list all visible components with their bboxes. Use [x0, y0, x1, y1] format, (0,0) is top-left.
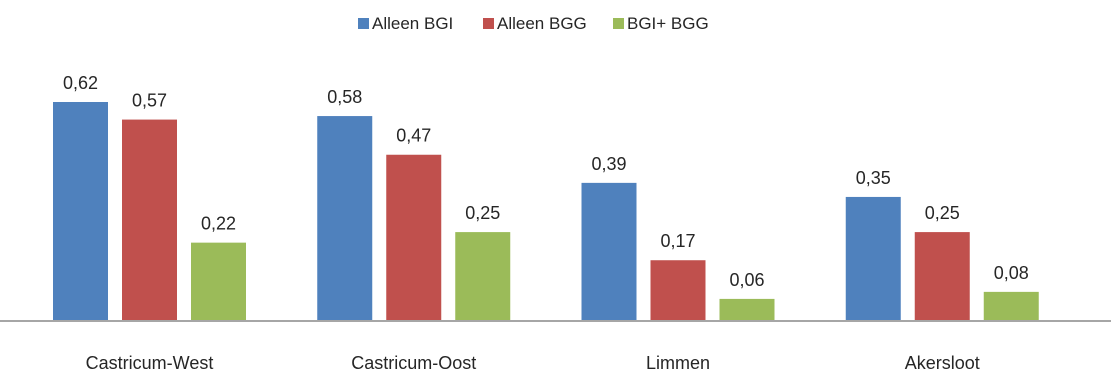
category-labels-layer: Castricum-West Castricum-Oost Limmen Akersl… [86, 353, 980, 373]
value-label-1-4: 0,35 [856, 168, 891, 188]
category-label-3: Limmen [646, 353, 710, 373]
bar-3-2 [455, 232, 511, 320]
legend-swatch-3 [613, 18, 624, 29]
bar-3-1 [191, 242, 246, 320]
bar-1-2 [317, 116, 373, 320]
bar-1-3 [581, 182, 637, 320]
value-label-2-4: 0,25 [925, 203, 960, 223]
legend: Alleen BGI Alleen BGG BGI+ BGG [358, 14, 709, 33]
bar-2-3 [650, 260, 706, 320]
value-label-2-3: 0,17 [660, 231, 695, 251]
bar-2-4 [914, 232, 970, 320]
bars-layer [53, 102, 1039, 320]
value-label-2-1: 0,57 [132, 91, 167, 111]
bar-3-4 [983, 291, 1039, 320]
value-label-3-2: 0,25 [465, 203, 500, 223]
bar-1-4 [845, 196, 901, 320]
bar-2-2 [386, 154, 442, 320]
legend-label-2: Alleen BGG [497, 14, 587, 33]
category-label-2: Castricum-Oost [351, 353, 476, 373]
bar-3-3 [719, 298, 775, 320]
value-label-1-2: 0,58 [327, 87, 362, 107]
bar-2-1 [122, 119, 177, 320]
category-label-1: Castricum-West [86, 353, 214, 373]
legend-label-1: Alleen BGI [372, 14, 453, 33]
value-label-2-2: 0,47 [396, 126, 431, 146]
legend-swatch-1 [358, 18, 369, 29]
value-labels-layer: 0,62 0,57 0,22 0,58 0,47 0,25 0,39 0,17 0,06 0,35… [63, 73, 1029, 290]
legend-swatch-2 [483, 18, 494, 29]
value-label-1-3: 0,39 [591, 154, 626, 174]
value-label-1-1: 0,62 [63, 73, 98, 93]
value-label-3-4: 0,08 [994, 263, 1029, 283]
bar-1-1 [53, 102, 108, 320]
legend-label-3: BGI+ BGG [627, 14, 709, 33]
category-label-4: Akersloot [905, 353, 980, 373]
value-label-3-1: 0,22 [201, 214, 236, 234]
value-label-3-3: 0,06 [729, 270, 764, 290]
